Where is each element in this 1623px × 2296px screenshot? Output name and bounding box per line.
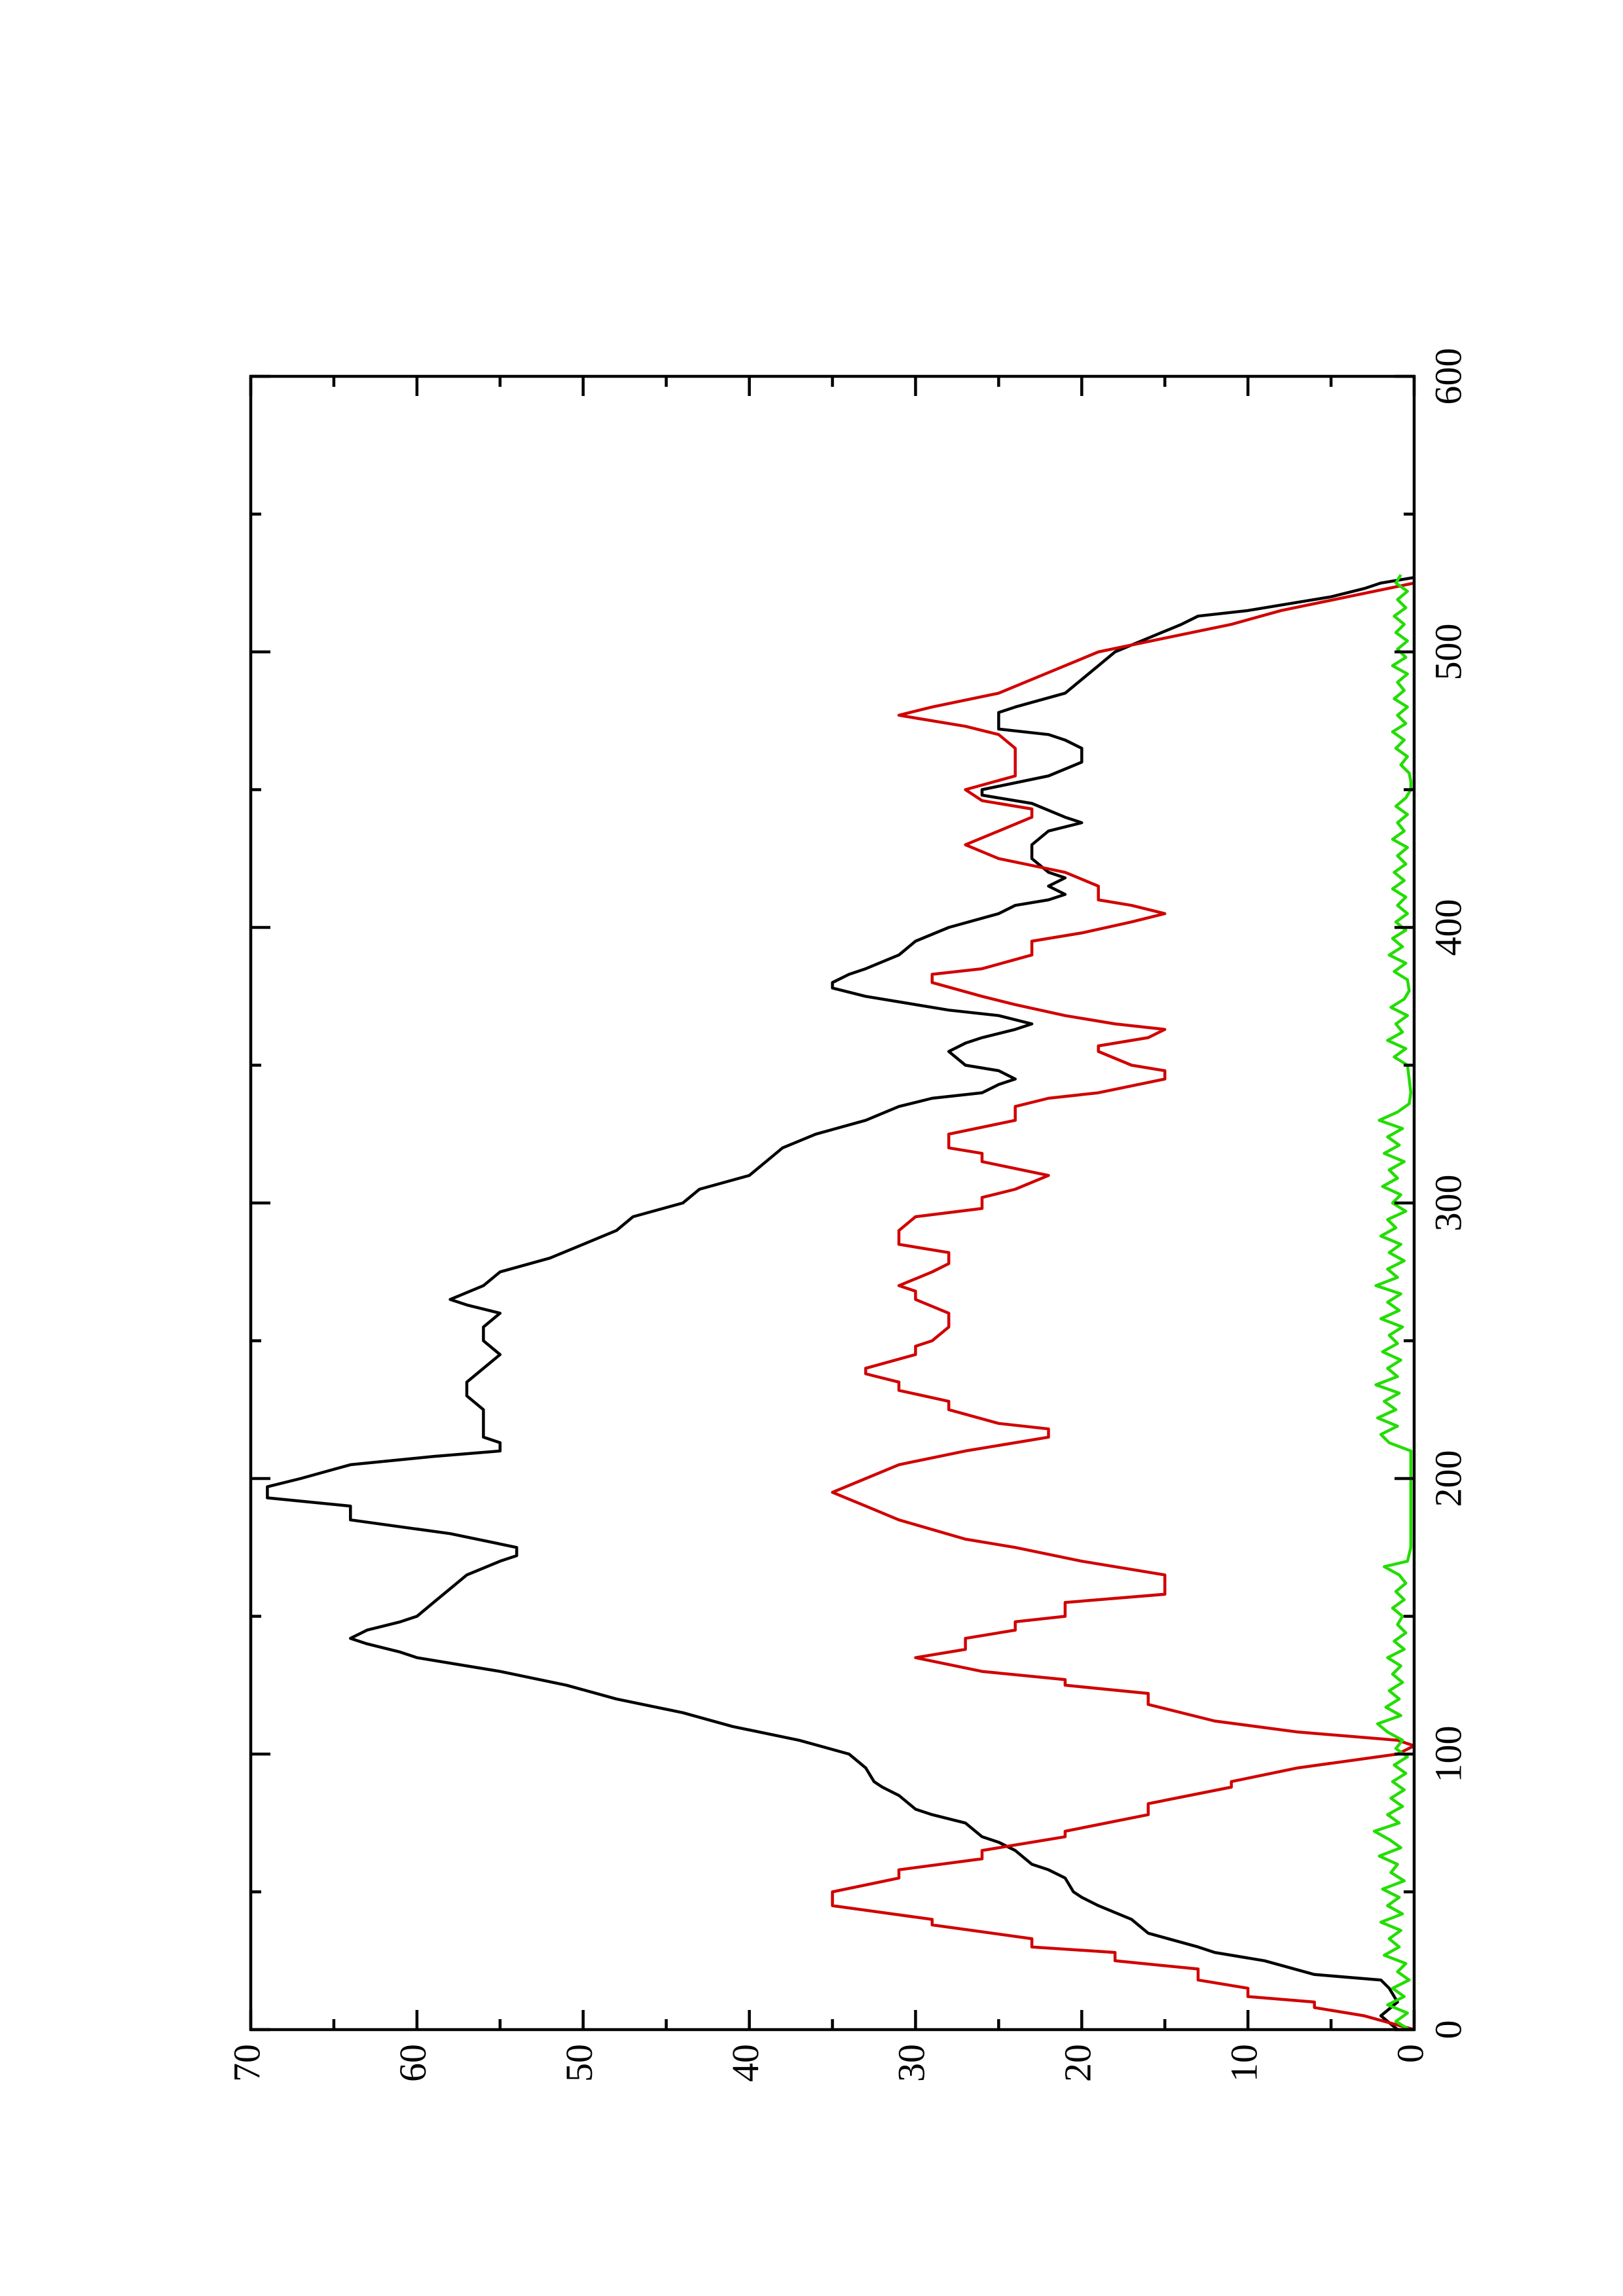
y-tick-label: 40	[724, 2044, 767, 2082]
x-tick-label: 400	[1427, 899, 1469, 956]
tick-label-layer: 0 100 200 300 400 500 600 0 10 20 30 40 50 60 70	[225, 348, 1469, 2083]
x-tick-label: 100	[1427, 1726, 1469, 1783]
series-line-1	[266, 576, 1415, 2031]
y-tick-label: 0	[1389, 2044, 1431, 2063]
series-layer	[266, 573, 1416, 2032]
y-tick-label: 50	[558, 2044, 600, 2082]
y-tick-label: 30	[890, 2044, 933, 2082]
y-tick-label: 10	[1222, 2044, 1265, 2082]
series-line-2	[831, 581, 1416, 2032]
x-tick-label: 300	[1427, 1175, 1469, 1232]
x-tick-label: 600	[1427, 348, 1469, 405]
tick-layer	[249, 374, 1416, 2032]
y-tick-label: 70	[225, 2044, 268, 2082]
y-tick-label: 20	[1057, 2044, 1099, 2082]
series-line-3	[1372, 573, 1413, 2031]
y-tick-label: 60	[392, 2044, 434, 2082]
x-tick-label: 0	[1427, 2020, 1469, 2039]
plot-frame	[249, 374, 1416, 2032]
x-tick-label: 500	[1427, 624, 1469, 681]
x-tick-label: 200	[1427, 1450, 1469, 1507]
